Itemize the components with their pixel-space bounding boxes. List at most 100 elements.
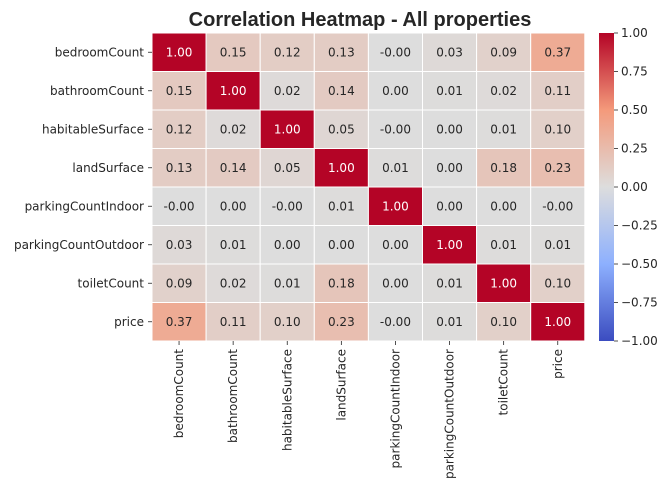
cell-value-label: 0.01 (436, 315, 463, 329)
cell-value-label: 0.09 (490, 45, 517, 59)
cell-value-label: 0.01 (382, 161, 409, 175)
heatmap-cell (530, 71, 586, 111)
heatmap-cell (205, 71, 261, 111)
heatmap-cell (205, 109, 261, 149)
cell-value-label: -0.00 (380, 45, 411, 59)
cell-value-label: 0.02 (274, 84, 301, 98)
heatmap-cell (205, 32, 261, 72)
cell-value-label: 0.37 (166, 315, 193, 329)
heatmap-cell (313, 186, 369, 226)
x-tick-label: toiletCount (497, 349, 511, 416)
heatmap-cell (367, 186, 423, 226)
heatmap-cell (205, 263, 261, 303)
heatmap-cell (422, 225, 478, 265)
colorbar-tick-label: −0.25 (621, 219, 658, 233)
cell-value-label: -0.00 (542, 199, 573, 213)
heatmap-cell (367, 109, 423, 149)
cell-value-label: 0.03 (436, 45, 463, 59)
heatmap-cell (422, 32, 478, 72)
cell-value-label: 0.01 (490, 238, 517, 252)
cell-value-label: 0.12 (274, 45, 301, 59)
colorbar-tick-label: 1.00 (621, 26, 648, 40)
colorbar-tick-label: 0.25 (621, 142, 648, 156)
cell-value-label: 1.00 (220, 84, 247, 98)
heatmap-cell (530, 186, 586, 226)
heatmap-cell (367, 263, 423, 303)
cell-value-label: 0.10 (544, 276, 571, 290)
cell-value-label: 0.01 (490, 122, 517, 136)
chart-title: Correlation Heatmap - All properties (189, 9, 532, 31)
heatmap-cell (259, 225, 315, 265)
heatmap-cell (476, 186, 532, 226)
heatmap-cell (530, 263, 586, 303)
y-tick-label: toiletCount (78, 276, 145, 290)
heatmap-cell (530, 32, 586, 72)
cell-value-label: 1.00 (382, 199, 409, 213)
cell-value-label: 0.02 (220, 276, 247, 290)
heatmap-cell (476, 109, 532, 149)
colorbar-tick-label: 0.50 (621, 103, 648, 117)
cell-value-label: 0.05 (328, 122, 355, 136)
cell-value-label: 0.00 (328, 238, 355, 252)
x-axis-tick-labels: bedroomCount bathroomCount habitableSurfac… (172, 341, 565, 479)
cell-value-label: 0.10 (544, 122, 571, 136)
x-tick-label: landSurface (334, 349, 348, 421)
cell-value-label: 1.00 (436, 238, 463, 252)
cell-value-label: 1.00 (544, 315, 571, 329)
cell-value-label: 0.00 (220, 199, 247, 213)
heatmap-cell (313, 71, 369, 111)
cell-value-label: 1.00 (328, 161, 355, 175)
cell-value-label: 0.01 (328, 199, 355, 213)
heatmap-cell (530, 302, 586, 342)
cell-value-label: 0.13 (166, 161, 193, 175)
cell-value-label: 0.01 (436, 84, 463, 98)
y-tick-label: landSurface (72, 161, 144, 175)
cell-value-label: 0.00 (274, 238, 301, 252)
x-tick-label: bathroomCount (226, 349, 240, 443)
cell-value-label: -0.00 (164, 199, 195, 213)
heatmap-cell (367, 225, 423, 265)
cell-value-label: 0.15 (166, 84, 193, 98)
cell-value-label: 0.00 (490, 199, 517, 213)
x-tick-label: bedroomCount (172, 349, 186, 439)
y-tick-label: bedroomCount (55, 45, 145, 59)
cell-value-label: 0.00 (382, 238, 409, 252)
colorbar-tick-label: −0.50 (621, 257, 658, 271)
y-tick-label: bathroomCount (50, 84, 144, 98)
heatmap-cell (205, 225, 261, 265)
cell-value-label: 0.12 (166, 122, 193, 136)
heatmap-cell (530, 109, 586, 149)
cell-value-label: 0.00 (382, 84, 409, 98)
heatmap-cell (367, 302, 423, 342)
cell-value-label: 0.14 (220, 161, 247, 175)
cell-value-label: 0.00 (436, 199, 463, 213)
cell-value-label: 1.00 (490, 276, 517, 290)
cell-value-label: -0.00 (380, 315, 411, 329)
colorbar-gradient (599, 33, 614, 341)
heatmap-cell (313, 148, 369, 188)
heatmap-cell (422, 109, 478, 149)
cell-value-label: -0.00 (272, 199, 303, 213)
cell-value-label: 0.37 (544, 45, 571, 59)
heatmap-cell (422, 71, 478, 111)
colorbar-tick-label: −0.75 (621, 296, 658, 310)
y-tick-label: parkingCountIndoor (25, 199, 144, 213)
y-tick-label: habitableSurface (42, 122, 144, 136)
cell-value-label: 0.09 (166, 276, 193, 290)
y-axis-tick-labels: bedroomCount bathroomCount habitableSurfac… (14, 45, 152, 329)
heatmap-cell (151, 263, 207, 303)
cell-value-label: 0.05 (274, 161, 301, 175)
heatmap-cells: 1.00 0.15 0.12 0.13 -0.00 0.03 0.09 0.37 0.15 1.0… (151, 32, 586, 342)
cell-value-label: 0.10 (490, 315, 517, 329)
heatmap-cell (259, 263, 315, 303)
cell-value-label: 0.00 (382, 276, 409, 290)
heatmap-cell (259, 302, 315, 342)
heatmap-cell (313, 109, 369, 149)
cell-value-label: 0.13 (328, 45, 355, 59)
cell-value-label: 0.15 (220, 45, 247, 59)
heatmap-cell (476, 225, 532, 265)
cell-value-label: -0.00 (380, 122, 411, 136)
cell-value-label: 0.03 (166, 238, 193, 252)
cell-value-label: 0.18 (490, 161, 517, 175)
cell-value-label: 0.01 (544, 238, 571, 252)
